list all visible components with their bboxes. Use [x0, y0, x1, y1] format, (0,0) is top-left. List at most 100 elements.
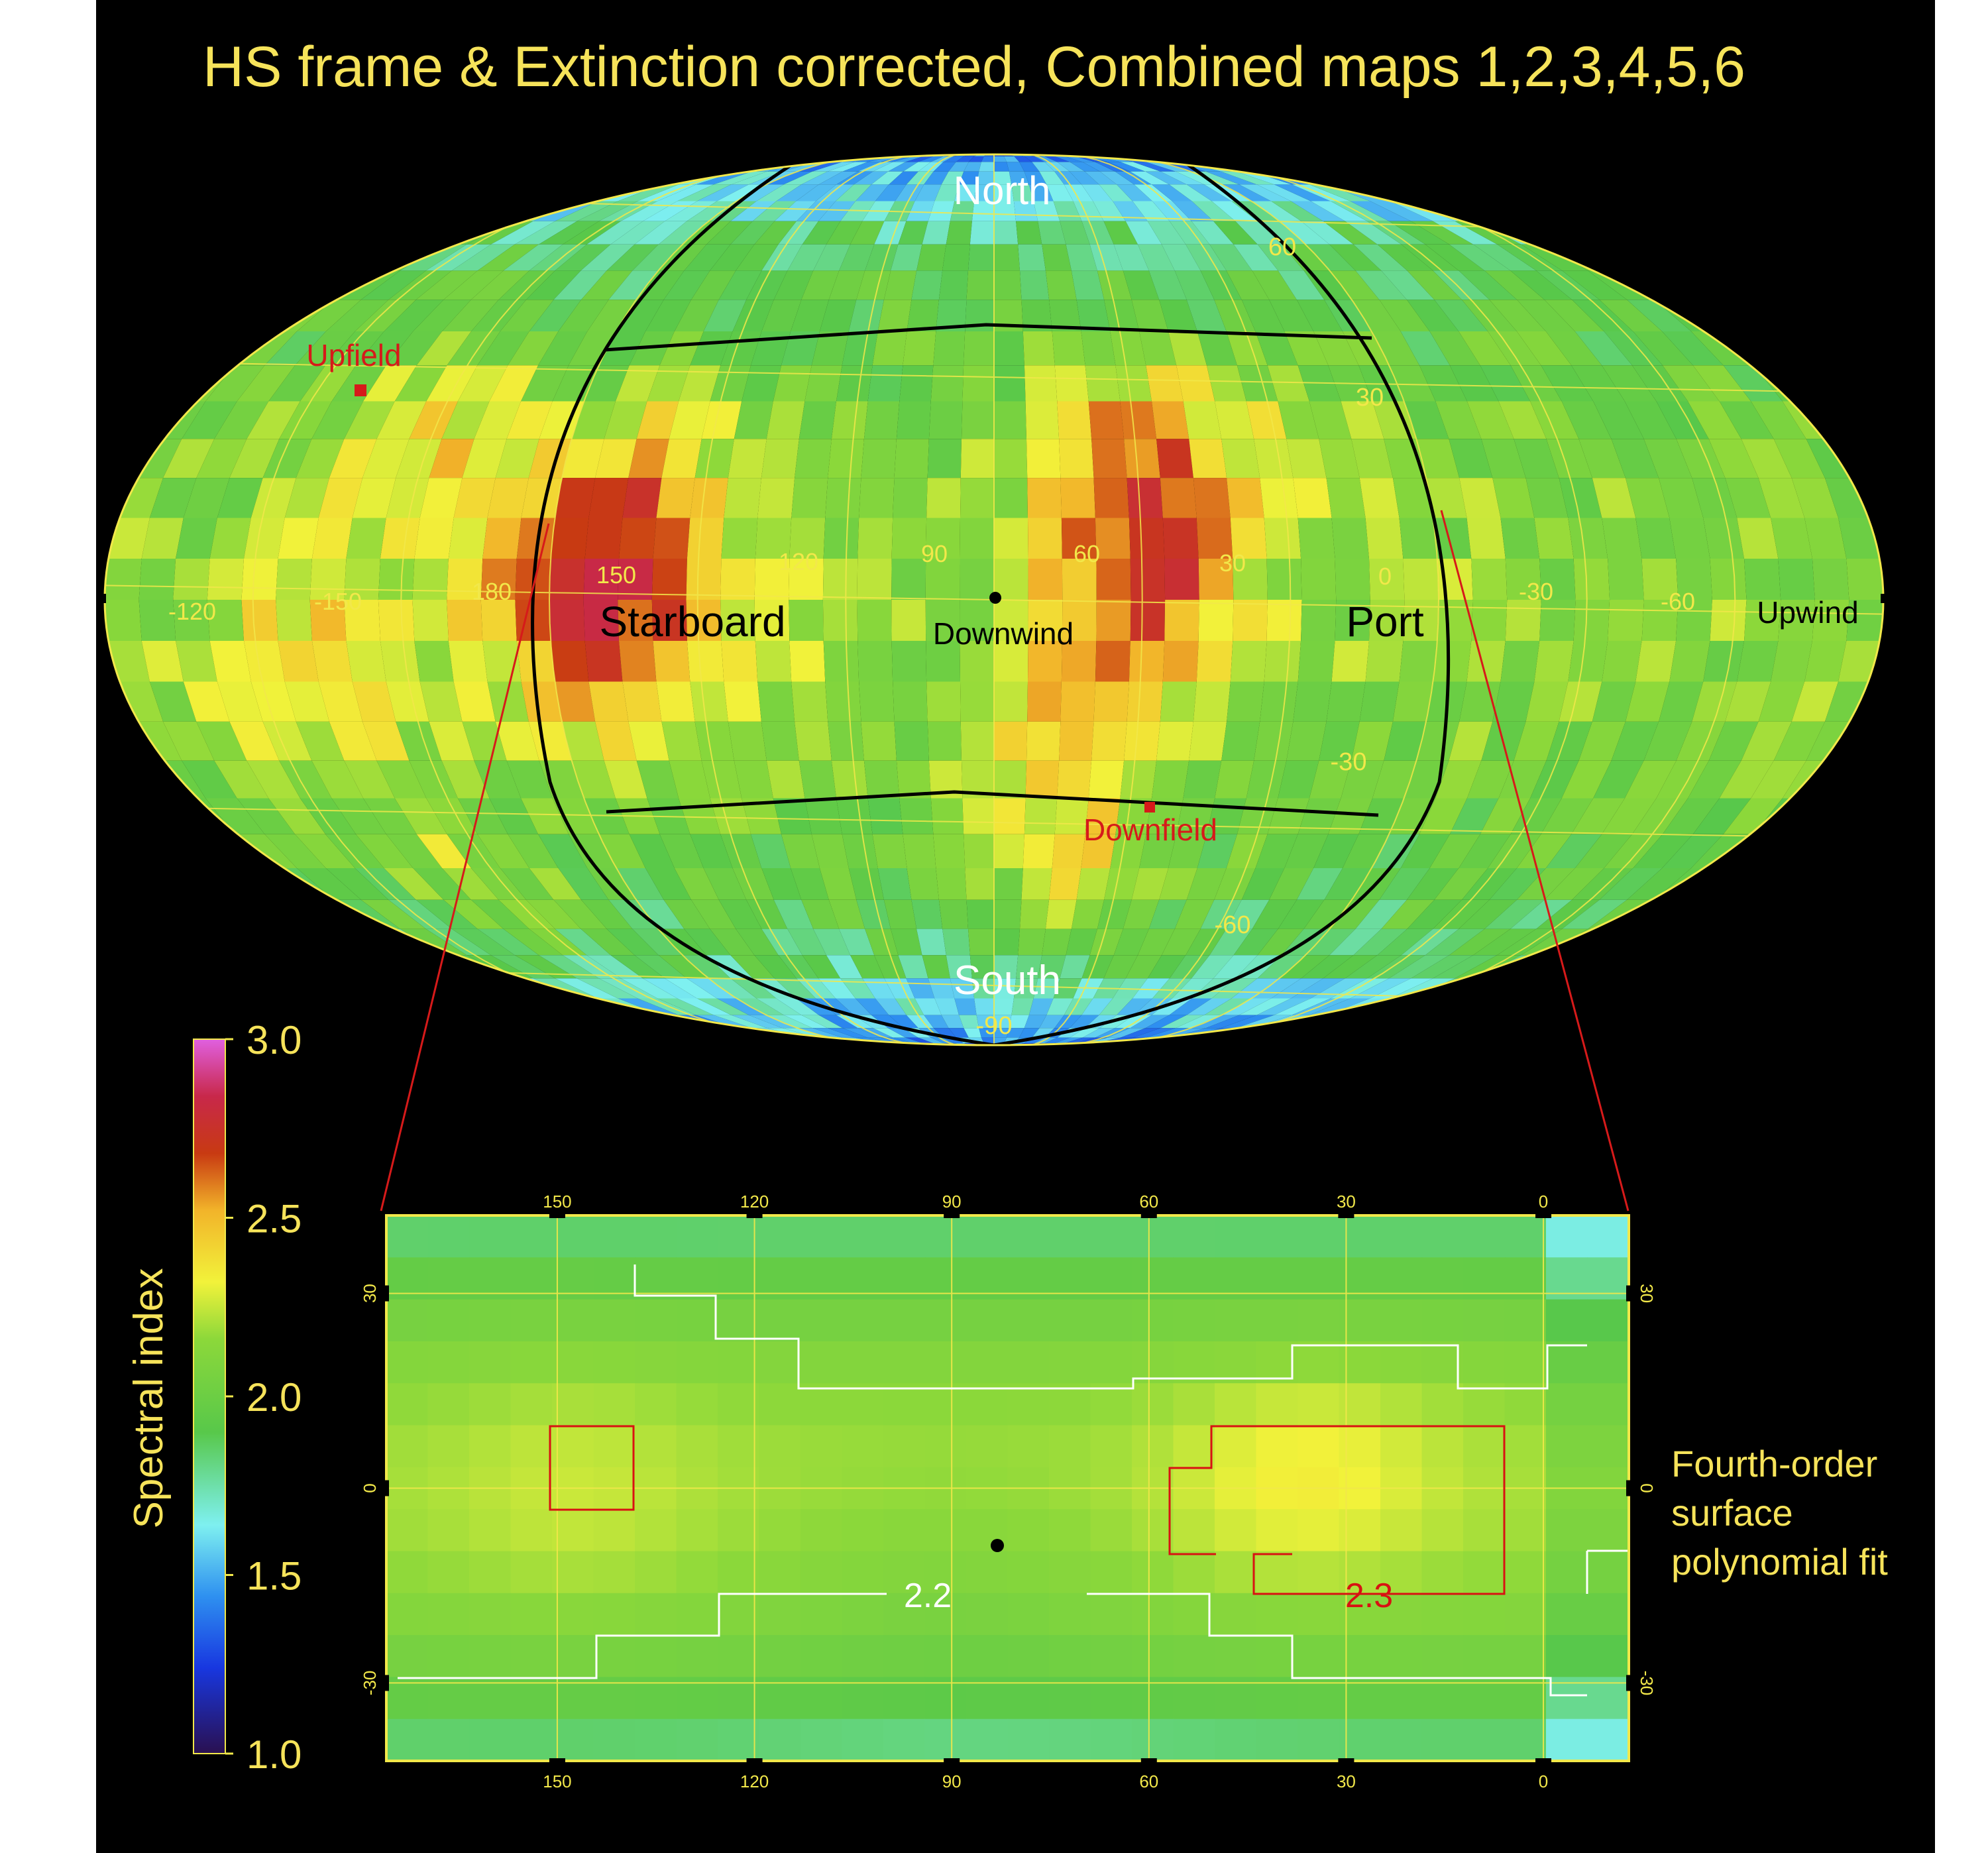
- map-cell: [865, 244, 899, 271]
- map-meridian: [548, 154, 897, 1045]
- inset-cell: [1380, 1257, 1423, 1300]
- map-cell: [773, 798, 812, 834]
- inset-cell: [883, 1509, 926, 1552]
- map-cell: [1510, 365, 1562, 402]
- map-cell: [352, 478, 396, 518]
- map-cell: [1237, 365, 1278, 402]
- map-cell: [994, 978, 1017, 999]
- map-cell: [756, 184, 802, 201]
- inset-cell: [1380, 1593, 1423, 1636]
- map-cell: [714, 1015, 767, 1029]
- map-cell: [857, 641, 893, 682]
- inset-cell: [552, 1215, 594, 1258]
- map-cell: [1064, 156, 1095, 162]
- map-cell: [754, 221, 797, 245]
- map-cell: [971, 201, 994, 221]
- map-cell: [1214, 868, 1256, 900]
- map-cell: [875, 184, 907, 201]
- inset-cell: [718, 1677, 760, 1720]
- map-cell: [1145, 171, 1187, 185]
- map-cell: [906, 1015, 934, 1029]
- map-cell: [1180, 154, 1256, 156]
- inset-cell: [1380, 1718, 1423, 1762]
- inset-cell: [386, 1341, 429, 1384]
- map-cell: [1110, 834, 1146, 868]
- map-cell: [1234, 1028, 1297, 1038]
- map-cell: [1146, 365, 1184, 402]
- inset-cell: [842, 1509, 884, 1552]
- map-cell: [1662, 798, 1720, 834]
- map-cell: [994, 899, 1022, 929]
- map-cell: [1186, 928, 1227, 956]
- map-cell: [1115, 171, 1152, 185]
- inset-y-tick-label-left: 30: [360, 1284, 380, 1303]
- map-cell: [311, 401, 364, 439]
- map-cell: [521, 365, 569, 402]
- map-cell: [1235, 221, 1282, 245]
- map-cell: [356, 331, 414, 366]
- map-cell: [1433, 221, 1498, 245]
- map-cell: [1389, 955, 1449, 979]
- map-cell: [702, 1037, 773, 1044]
- map-cell: [526, 270, 581, 300]
- inset-cell: [966, 1635, 1009, 1677]
- map-cell: [801, 270, 840, 300]
- map-cell: [500, 868, 554, 900]
- map-cell: [1103, 221, 1138, 245]
- map-cell: [1449, 201, 1521, 221]
- map-cell: [441, 760, 490, 799]
- inset-cell: [1215, 1551, 1257, 1594]
- map-cell: [1407, 270, 1462, 300]
- map-cell: [363, 365, 417, 402]
- map-cell: [1624, 760, 1677, 799]
- map-cell: [1054, 1037, 1083, 1044]
- map-cell: [691, 899, 736, 929]
- inset-cell: [469, 1635, 512, 1677]
- map-cell: [1165, 156, 1222, 162]
- map-cell: [836, 1015, 873, 1029]
- inset-tick-mark: [1535, 1758, 1552, 1764]
- map-cell: [827, 162, 868, 172]
- inset-cell: [1421, 1383, 1464, 1426]
- map-cell: [1257, 244, 1304, 271]
- map-cell: [279, 760, 332, 799]
- map-cell: [487, 478, 529, 518]
- map-cell: [1211, 201, 1258, 221]
- map-cell: [1128, 154, 1186, 156]
- map-cell: [616, 162, 690, 172]
- inset-cell: [1463, 1425, 1506, 1468]
- map-cell: [604, 401, 647, 439]
- map-cell: [1176, 365, 1215, 402]
- map-cell: [1132, 201, 1170, 221]
- inset-cell: [552, 1257, 594, 1300]
- map-cell: [893, 681, 928, 722]
- map-cell: [1778, 559, 1815, 600]
- inset-cell: [1587, 1635, 1629, 1677]
- map-cell: [1305, 928, 1356, 956]
- map-cell: [1107, 162, 1146, 172]
- label-north: North: [954, 168, 1051, 213]
- map-cell: [924, 1015, 949, 1029]
- map-cell: [553, 899, 607, 929]
- map-cell: [207, 559, 244, 600]
- map-cell: [962, 365, 994, 402]
- map-cell: [619, 518, 657, 559]
- map-cell: [425, 244, 491, 271]
- map-cell: [1744, 559, 1781, 600]
- map-cell: [905, 156, 934, 162]
- map-cell: [1266, 600, 1302, 641]
- map-cell: [516, 518, 555, 559]
- map-cell: [706, 221, 753, 245]
- map-cell: [445, 201, 519, 221]
- map-cell: [1593, 244, 1666, 271]
- map-cell: [906, 171, 934, 185]
- map-cell: [1725, 681, 1771, 722]
- map-cell: [196, 439, 247, 478]
- map-cell: [948, 1028, 969, 1038]
- map-cell: [471, 868, 526, 900]
- map-cell: [981, 1037, 994, 1044]
- map-cell: [677, 156, 752, 162]
- map-cell: [1189, 721, 1227, 761]
- map-cell: [754, 559, 790, 600]
- map-cell: [477, 244, 539, 271]
